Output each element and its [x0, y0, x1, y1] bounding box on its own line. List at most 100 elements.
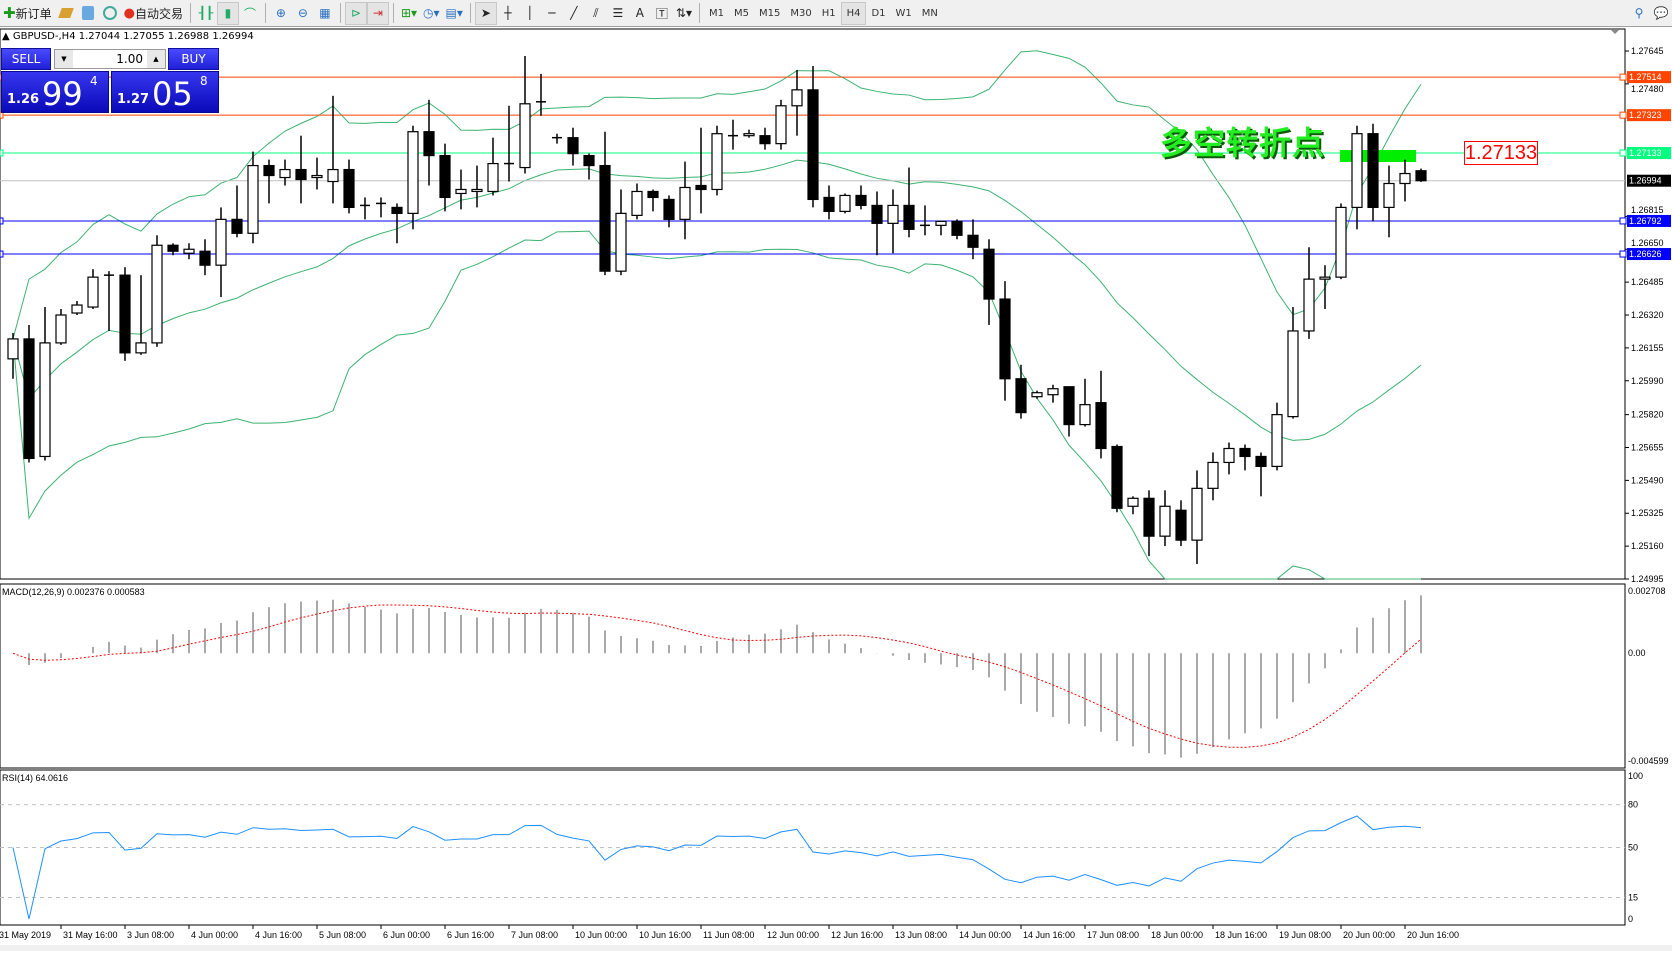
- candle: [951, 219, 963, 240]
- bid-price-button[interactable]: 1.26 99 4: [1, 71, 109, 113]
- equidistant-channel-button[interactable]: ⫽: [585, 2, 607, 25]
- lot-increase-icon[interactable]: ▲: [147, 50, 165, 68]
- candle: [1335, 203, 1347, 280]
- time-tick-label: 3 Jun 08:00: [127, 930, 174, 940]
- templates-button[interactable]: ▤▾: [443, 2, 466, 25]
- separator: [339, 3, 341, 23]
- tile-windows-button[interactable]: ▦: [314, 2, 336, 25]
- collapse-triangle-icon[interactable]: ▲: [2, 31, 13, 42]
- sell-button[interactable]: SELL: [1, 48, 51, 70]
- timeframe-mn[interactable]: MN: [921, 7, 938, 19]
- macd-tick-label: 0.002708: [1628, 586, 1666, 596]
- ask-small: 1.27: [117, 92, 150, 107]
- horizontal-line-button[interactable]: ─: [541, 2, 563, 25]
- price-tick-label: 1.26815: [1631, 205, 1664, 215]
- candle: [1015, 364, 1027, 419]
- candle: [1207, 452, 1219, 501]
- bid-small: 1.26: [7, 92, 40, 107]
- time-tick-label: 20 Jun 16:00: [1407, 930, 1459, 940]
- candle-body-bull: [183, 248, 195, 254]
- zoom-out-button[interactable]: ⊖: [292, 2, 314, 25]
- zoom-in-button[interactable]: ⊕: [270, 2, 292, 25]
- candle: [647, 189, 659, 212]
- candle: [1239, 444, 1251, 471]
- timeframe-m30[interactable]: M30: [790, 7, 812, 19]
- timeframe-m15[interactable]: M15: [758, 7, 781, 19]
- candle: [279, 159, 291, 186]
- timeframe-h4[interactable]: H4: [840, 1, 867, 25]
- data-window-button[interactable]: [77, 2, 99, 25]
- cursor-button[interactable]: ➤: [474, 1, 497, 25]
- lot-decrease-icon[interactable]: ▼: [55, 50, 73, 68]
- candle: [1351, 125, 1363, 230]
- arrows-button[interactable]: ⇅▾: [673, 2, 695, 25]
- crosshair-button[interactable]: ┼: [497, 2, 519, 25]
- candle: [327, 95, 339, 204]
- text-button[interactable]: A: [629, 2, 651, 25]
- candle: [1143, 490, 1155, 557]
- timeframe-m5[interactable]: M5: [733, 7, 749, 19]
- price-marker-label: 1.26792: [1629, 216, 1662, 226]
- auto-scroll-button[interactable]: ⊳: [344, 1, 367, 25]
- chat-icon: 💬: [1653, 6, 1669, 20]
- price-marker-label: 1.27323: [1629, 110, 1662, 120]
- chart-canvas[interactable]: 1.276451.274801.268151.266501.264851.263…: [0, 28, 1672, 951]
- lot-value[interactable]: 1.00: [116, 52, 143, 66]
- periodicity-button[interactable]: ◷▾: [420, 2, 443, 25]
- turning-point-annotation[interactable]: 多空转折点: [1160, 124, 1326, 162]
- candlestick-button[interactable]: ▮: [216, 1, 239, 25]
- price-tick-label: 1.24995: [1631, 574, 1664, 584]
- candle: [791, 69, 803, 136]
- text-label-button[interactable]: 🅃: [651, 2, 673, 25]
- candle-body-bull: [1351, 133, 1363, 209]
- time-tick-label: 5 Jun 08:00: [319, 930, 366, 940]
- separator: [469, 3, 471, 23]
- line-chart-button[interactable]: ⌒: [239, 2, 261, 25]
- fibonacci-button[interactable]: ☰: [607, 2, 629, 25]
- buy-button[interactable]: BUY: [168, 48, 219, 70]
- lot-size-input[interactable]: ▼ 1.00 ▲: [54, 49, 166, 69]
- market-watch-button[interactable]: [55, 2, 77, 25]
- candle-body-bear: [1367, 133, 1379, 209]
- candle: [631, 183, 643, 220]
- candle-body-bear: [759, 135, 771, 145]
- candle: [999, 281, 1011, 401]
- signal-icon: [102, 6, 117, 20]
- chart-window[interactable]: 1.27645 1.27480 1.26815 1.26650 1.26485 1.263…: [0, 28, 1672, 951]
- candle: [199, 239, 211, 276]
- candle: [423, 99, 435, 186]
- candle-body-bull: [327, 168, 339, 183]
- candle: [743, 129, 755, 138]
- indicators-button[interactable]: ⊞▾: [398, 2, 420, 25]
- candle: [967, 219, 979, 260]
- text-label-icon: 🅃: [655, 6, 668, 21]
- auto-trading-button[interactable]: ● 自动交易: [121, 2, 186, 25]
- terminal-button[interactable]: [99, 2, 121, 25]
- separator: [698, 3, 700, 23]
- candle-body-bull: [71, 304, 83, 314]
- trendline-button[interactable]: ╱: [563, 2, 585, 25]
- candle-body-bull: [615, 212, 627, 272]
- timeframe-m1[interactable]: M1: [708, 7, 724, 19]
- time-tick-label: 7 Jun 08:00: [511, 930, 558, 940]
- vertical-line-button[interactable]: │: [519, 2, 541, 25]
- search-button[interactable]: ⚲: [1628, 2, 1650, 25]
- new-order-button[interactable]: ✚ 新订单: [0, 2, 55, 25]
- price-annotation-box[interactable]: 1.27133: [1464, 141, 1538, 165]
- candle: [407, 125, 419, 230]
- macd-signal-line: [12, 604, 1422, 748]
- chart-shift-button[interactable]: ⇥: [366, 1, 389, 25]
- ask-price-button[interactable]: 1.27 05 8: [111, 71, 219, 113]
- rsi-tick-label: 50: [1628, 843, 1638, 853]
- cursor-icon: ➤: [480, 6, 491, 20]
- time-tick-label: 6 Jun 16:00: [447, 930, 494, 940]
- timeframe-w1[interactable]: W1: [895, 7, 912, 19]
- price-marker-box: [1627, 248, 1671, 261]
- candle-body-bull: [711, 133, 723, 191]
- timeframe-d1[interactable]: D1: [871, 7, 886, 19]
- candle-body-bull: [39, 342, 51, 458]
- timeframe-h1[interactable]: H1: [821, 7, 836, 19]
- chat-button[interactable]: 💬: [1650, 2, 1672, 25]
- clock-icon: ◷▾: [423, 6, 440, 20]
- bar-chart-button[interactable]: ┨┠: [195, 2, 217, 25]
